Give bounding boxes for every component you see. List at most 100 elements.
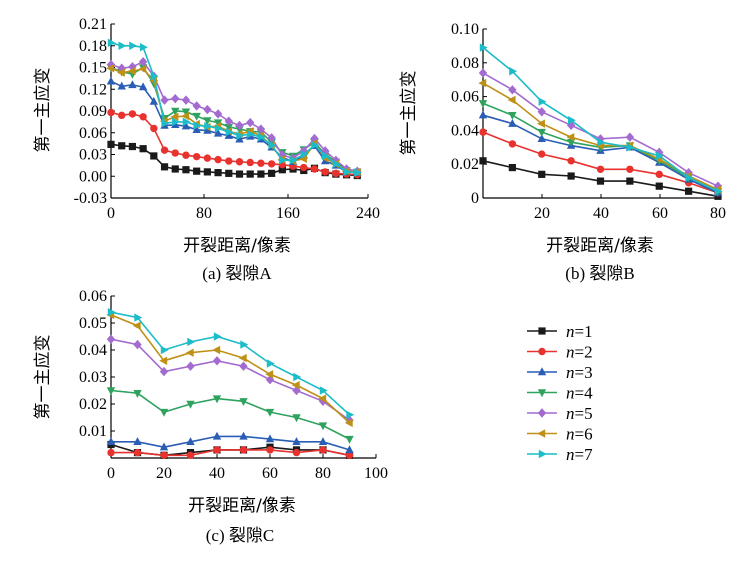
legend-label: n=1	[566, 322, 593, 341]
data-point	[247, 130, 255, 139]
legend-item: n=6	[527, 425, 593, 444]
data-point	[265, 408, 275, 417]
data-point	[106, 64, 115, 73]
data-point	[186, 451, 195, 459]
y-tick-label: 0.06	[451, 89, 479, 106]
data-point	[118, 41, 127, 50]
series-line	[110, 67, 358, 173]
y-tick-label: 0.10	[451, 21, 479, 38]
data-point	[213, 119, 223, 128]
data-point	[479, 128, 487, 136]
data-point	[321, 151, 330, 161]
data-point	[133, 448, 142, 457]
data-point	[310, 165, 319, 173]
series-line	[111, 449, 350, 457]
data-point	[537, 128, 546, 137]
data-point	[212, 395, 222, 404]
data-point	[225, 157, 233, 165]
series-n-7	[107, 38, 362, 177]
data-point	[181, 121, 191, 130]
data-point	[300, 163, 308, 172]
x-axis-title: 开裂距离/像素	[183, 236, 291, 256]
y-axis-title: 第一主应变	[33, 68, 53, 153]
data-point	[203, 168, 211, 176]
x-tick-label: 240	[356, 205, 380, 222]
data-point	[240, 340, 249, 349]
data-point	[538, 97, 547, 106]
x-tick-label: 80	[315, 465, 331, 482]
data-point	[160, 95, 169, 105]
data-point	[257, 132, 266, 142]
data-point	[655, 182, 663, 190]
data-point	[268, 169, 276, 177]
data-point	[685, 173, 694, 182]
legend-label-variable: n	[566, 343, 575, 362]
data-point	[256, 124, 266, 134]
panel-caption: (c) 裂隙C	[206, 526, 274, 545]
data-point	[596, 177, 605, 185]
data-point	[478, 100, 488, 109]
data-point	[213, 332, 222, 341]
data-point	[538, 170, 546, 178]
data-point	[133, 390, 142, 398]
y-tick-label: 0.06	[79, 125, 107, 142]
data-point	[192, 101, 201, 111]
legend-item: n=5	[527, 404, 593, 423]
legend: n=1n=2n=3n=4n=5n=6n=7	[527, 322, 593, 464]
data-point	[159, 408, 169, 417]
x-tick-label: 80	[710, 205, 726, 222]
data-point	[160, 345, 169, 355]
legend-label: n=5	[566, 404, 593, 423]
series-n-4	[106, 64, 362, 177]
data-point	[138, 82, 148, 91]
y-tick-label: 0.01	[79, 423, 107, 440]
data-point	[133, 437, 142, 445]
data-point	[181, 111, 190, 121]
data-point	[107, 140, 115, 148]
series-line	[110, 338, 350, 421]
data-point	[345, 435, 354, 444]
data-point	[187, 337, 196, 347]
data-point	[129, 41, 138, 50]
y-tick-label: 0.15	[79, 60, 107, 77]
x-tick-label: 0	[107, 205, 115, 222]
data-point	[185, 348, 194, 357]
data-point	[134, 313, 143, 322]
data-point	[508, 118, 517, 127]
legend-marker	[537, 367, 547, 376]
series-n-5	[106, 334, 354, 425]
series-n-1	[479, 157, 722, 200]
data-point	[224, 130, 233, 139]
data-point	[239, 446, 248, 454]
data-point	[236, 131, 245, 140]
data-point	[138, 64, 147, 74]
data-point	[159, 366, 169, 377]
data-point	[239, 398, 248, 406]
y-tick-label: 0.18	[79, 38, 107, 55]
data-point	[626, 165, 634, 173]
x-tick-label: 40	[209, 465, 225, 482]
data-point	[118, 111, 126, 120]
data-point	[311, 140, 320, 150]
data-point	[203, 125, 212, 134]
series-line	[110, 111, 358, 176]
data-point	[238, 353, 247, 363]
data-point	[192, 152, 201, 161]
data-point	[685, 187, 693, 195]
legend-label: n=4	[566, 384, 593, 403]
data-point	[321, 168, 329, 176]
data-point	[159, 442, 169, 451]
data-point	[213, 446, 221, 454]
data-point	[171, 165, 179, 173]
legend-label-variable: n	[566, 322, 575, 341]
x-tick-label: 80	[196, 205, 212, 222]
series-line	[110, 314, 351, 424]
x-tick-label: 100	[364, 465, 388, 482]
legend-label: n=7	[566, 445, 593, 464]
series-n-7	[479, 43, 723, 196]
data-point	[246, 170, 254, 178]
data-point	[354, 168, 362, 177]
series-line	[110, 66, 358, 173]
y-tick-label: 0.03	[79, 369, 107, 386]
legend-label-variable: n	[566, 404, 575, 423]
